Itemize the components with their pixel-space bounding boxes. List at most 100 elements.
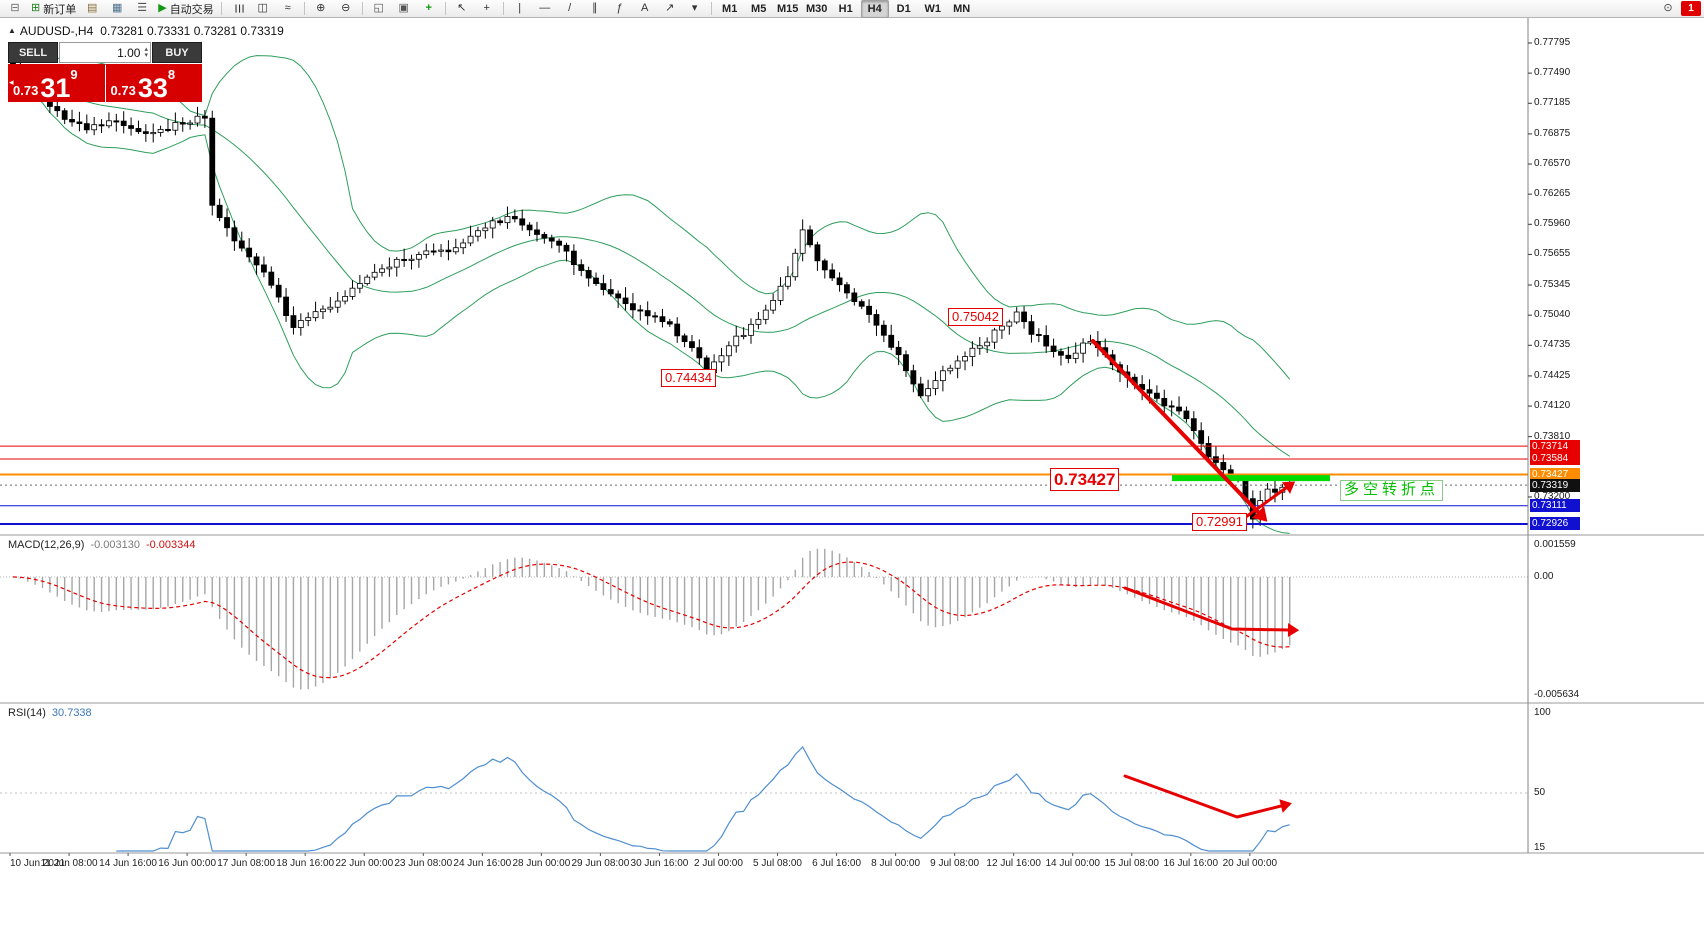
bar-chart-icon: ☰ bbox=[232, 3, 245, 14]
text-label-button[interactable]: A bbox=[633, 0, 657, 18]
price-scale[interactable] bbox=[1528, 18, 1704, 871]
market-depth-icon: ☰ bbox=[137, 2, 148, 14]
volume-input[interactable]: 1.00 ▴ ▾ bbox=[59, 42, 151, 63]
toolbar: ⊟ ⊞ 新订单 ▤ ▦ ☰ ▶ 自动交易 ☰ ◫ ≈ ⊕ ⊖ ◱ ▣ + ↖ + | — / ∥ ƒ A ↗ ▾ M1 M5 M15 M3… bbox=[0, 0, 1704, 18]
trend-arrow[interactable] bbox=[1241, 481, 1296, 521]
line-chart-icon: ≈ bbox=[284, 2, 291, 14]
toolbar-sep bbox=[220, 2, 222, 15]
chart-collapse-icon[interactable]: ▲ bbox=[8, 26, 16, 35]
shapes-dropdown-button[interactable]: ▾ bbox=[683, 0, 707, 18]
toolbar-sep bbox=[444, 2, 446, 15]
text-label-icon: A bbox=[641, 2, 649, 14]
buy-price-pip: 8 bbox=[167, 67, 176, 82]
zoom-out-button[interactable]: ⊖ bbox=[334, 0, 358, 18]
market-depth-button[interactable]: ☰ bbox=[130, 0, 154, 18]
timeframe-m30-button[interactable]: M30 bbox=[803, 0, 831, 18]
volume-spinner: ▴ ▾ bbox=[144, 45, 148, 59]
toolbar-sep bbox=[361, 2, 363, 15]
crosshair-button[interactable]: + bbox=[475, 0, 499, 18]
search-button[interactable]: ⊙ bbox=[1656, 0, 1680, 18]
zoom-in-button[interactable]: ⊕ bbox=[309, 0, 333, 18]
timeframe-w1-button-label: W1 bbox=[924, 2, 941, 15]
timeframe-d1-button[interactable]: D1 bbox=[890, 0, 918, 18]
time-axis[interactable] bbox=[0, 853, 1528, 875]
timeframe-m5-button-label: M5 bbox=[751, 2, 767, 15]
trend-arrow[interactable] bbox=[1123, 586, 1300, 637]
cursor-button[interactable]: ↖ bbox=[450, 0, 474, 18]
channel-button[interactable]: ∥ bbox=[583, 0, 607, 18]
toolbar-sep bbox=[502, 2, 504, 15]
timeframe-m30-button-label: M30 bbox=[805, 2, 828, 15]
profiles-button[interactable]: ▤ bbox=[80, 0, 104, 18]
new-order-button[interactable]: ⊞ 新订单 bbox=[28, 0, 79, 18]
charts-grid-button[interactable]: ▦ bbox=[105, 0, 129, 18]
rsi-line bbox=[116, 746, 1290, 852]
tile-windows-button[interactable]: ◱ bbox=[367, 0, 391, 18]
line-chart-button[interactable]: ≈ bbox=[276, 0, 300, 18]
timeframe-m15-button-label: M15 bbox=[776, 2, 799, 15]
one-click-trading-panel[interactable]: SELL 1.00 ▴ ▾ BUY ◂ 0.73 31 9 0.73 33 8 bbox=[8, 42, 202, 102]
rsi-value: 30.7338 bbox=[51, 707, 92, 719]
new-chart-button[interactable]: ⊟ bbox=[3, 0, 27, 18]
new-order-button-label: 新订单 bbox=[43, 3, 77, 16]
timeframe-h1-button[interactable]: H1 bbox=[832, 0, 860, 18]
toolbar-sep bbox=[303, 2, 305, 15]
timeframe-mn-button[interactable]: MN bbox=[948, 0, 976, 18]
auto-arrange-icon: ▣ bbox=[398, 2, 409, 14]
new-chart-icon: ⊟ bbox=[10, 2, 20, 14]
macd-main-value: -0.003130 bbox=[90, 539, 140, 551]
volume-up-icon[interactable]: ▴ bbox=[144, 45, 148, 53]
macd-signal-value: -0.003344 bbox=[145, 539, 196, 551]
one-click-collapse-icon[interactable]: ◂ bbox=[9, 77, 14, 87]
chart-canvas[interactable] bbox=[0, 18, 1704, 943]
autotrading-button[interactable]: ▶ 自动交易 bbox=[155, 0, 216, 18]
notification-badge-label: 1 bbox=[1688, 3, 1694, 14]
sell-button[interactable]: SELL bbox=[8, 42, 58, 63]
cursor-icon: ↖ bbox=[457, 2, 467, 14]
macd-histogram bbox=[19, 548, 1291, 690]
notification-badge[interactable]: 1 bbox=[1681, 1, 1701, 16]
candles bbox=[10, 56, 1293, 529]
chart-workspace: ▲ AUDUSD-,H4 0.73281 0.73331 0.73281 0.733… bbox=[0, 18, 1704, 943]
charts-grid-icon: ▦ bbox=[112, 2, 123, 14]
vertical-line-button[interactable]: | bbox=[508, 0, 532, 18]
auto-arrange-button[interactable]: ▣ bbox=[392, 0, 416, 18]
crosshair-icon: + bbox=[483, 2, 490, 14]
arrows-tool-icon: ↗ bbox=[665, 2, 675, 14]
volume-down-icon[interactable]: ▾ bbox=[144, 51, 148, 59]
trend-arrow[interactable] bbox=[1123, 774, 1292, 819]
buy-price-base: 0.73 bbox=[110, 83, 136, 99]
timeframe-h4-button[interactable]: H4 bbox=[860, 0, 889, 18]
fibonacci-button[interactable]: ƒ bbox=[608, 0, 632, 18]
timeframe-w1-button[interactable]: W1 bbox=[919, 0, 947, 18]
search-icon: ⊙ bbox=[1663, 2, 1673, 14]
rsi-label: RSI(14) 30.7338 bbox=[8, 707, 92, 719]
macd-signal-line bbox=[12, 561, 1290, 679]
volume-value[interactable]: 1.00 bbox=[117, 45, 141, 60]
trendline-button[interactable]: / bbox=[558, 0, 582, 18]
arrows-tool-button[interactable]: ↗ bbox=[658, 0, 682, 18]
indicators-icon: + bbox=[425, 2, 432, 14]
sell-price-pip: 9 bbox=[70, 67, 78, 82]
buy-price-display[interactable]: 0.73 33 8 bbox=[105, 64, 202, 102]
rsi-name: RSI(14) bbox=[8, 707, 46, 719]
main-chart-plot[interactable] bbox=[10, 55, 1293, 534]
horizontal-line-button[interactable]: — bbox=[533, 0, 557, 18]
timeframe-m15-button[interactable]: M15 bbox=[774, 0, 802, 18]
timeframe-m1-button[interactable]: M1 bbox=[716, 0, 744, 18]
trend-arrow[interactable] bbox=[1091, 339, 1268, 522]
vertical-line-icon: | bbox=[518, 2, 522, 14]
timeframe-m5-button[interactable]: M5 bbox=[745, 0, 773, 18]
sell-price-display[interactable]: 0.73 31 9 bbox=[8, 64, 105, 102]
bollinger-upper-band bbox=[35, 55, 1291, 380]
bar-chart-button[interactable]: ☰ bbox=[226, 0, 250, 18]
candlestick-chart-button[interactable]: ◫ bbox=[251, 0, 275, 18]
buy-button[interactable]: BUY bbox=[152, 42, 202, 63]
tile-windows-icon: ◱ bbox=[373, 2, 384, 14]
timeframe-d1-button-label: D1 bbox=[896, 2, 911, 15]
autotrading-button-label: 自动交易 bbox=[169, 3, 214, 16]
chart-ohlc-label: 0.73281 0.73331 0.73281 0.73319 bbox=[100, 24, 284, 38]
sell-price-base: 0.73 bbox=[13, 83, 39, 99]
indicators-button[interactable]: + bbox=[417, 0, 441, 18]
